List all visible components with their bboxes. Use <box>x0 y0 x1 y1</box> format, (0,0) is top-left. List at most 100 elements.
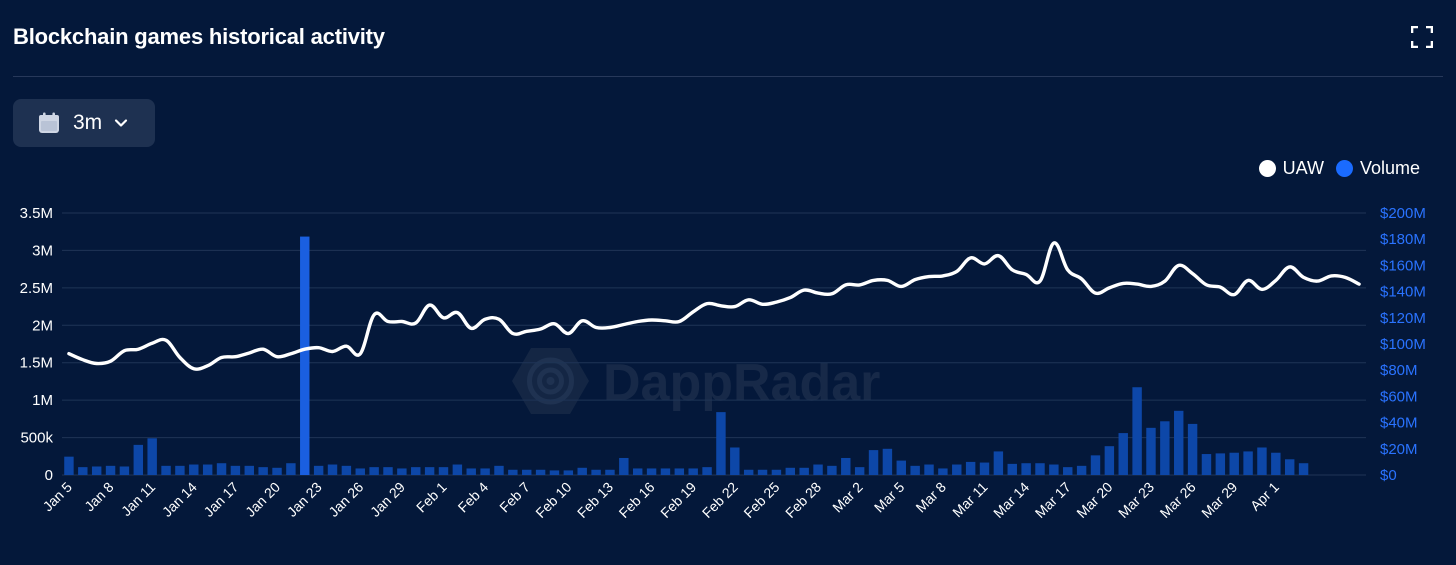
volume-bar <box>355 468 365 475</box>
y-right-tick-label: $200M <box>1380 205 1426 222</box>
legend-label-volume: Volume <box>1359 158 1420 178</box>
volume-bar <box>1174 410 1184 475</box>
x-tick-label: Jan 20 <box>242 479 283 520</box>
volume-bar <box>771 469 782 475</box>
volume-bar <box>300 236 310 475</box>
volume-bar <box>383 467 393 475</box>
x-tick-label: Apr 1 <box>1247 479 1282 514</box>
volume-bar <box>660 468 671 475</box>
volume-bar <box>202 464 213 475</box>
volume-bar <box>397 468 407 475</box>
volume-bar <box>327 464 338 475</box>
y-right-tick-label: $140M <box>1380 284 1426 301</box>
volume-bar <box>952 464 962 475</box>
volume-bar <box>230 465 241 475</box>
volume-bar <box>1187 423 1198 475</box>
x-tick-label: Mar 20 <box>1073 479 1115 521</box>
volume-bar <box>438 467 449 475</box>
volume-bar <box>688 468 698 475</box>
volume-bar <box>369 467 379 475</box>
y-left-tick-label: 0 <box>45 467 53 484</box>
y-right-tick-label: $20M <box>1380 441 1418 458</box>
volume-bar <box>1076 465 1087 475</box>
volume-bar <box>216 463 227 475</box>
x-tick-label: Mar 2 <box>829 479 866 516</box>
y-left-tick-label: 2M <box>32 317 53 334</box>
y-left-tick-label: 1M <box>32 392 53 409</box>
volume-bar <box>646 468 657 475</box>
volume-bar <box>258 467 268 475</box>
volume-bar <box>161 465 171 475</box>
expand-icon[interactable] <box>1410 25 1434 49</box>
volume-bar <box>411 467 421 475</box>
header-divider <box>13 76 1443 77</box>
y-right-tick-label: $120M <box>1380 310 1426 327</box>
legend-item-volume[interactable]: Volume <box>1335 158 1420 179</box>
volume-bar <box>882 448 893 475</box>
volume-bar <box>147 438 157 475</box>
volume-bar <box>1104 446 1115 475</box>
volume-bar <box>993 451 1004 475</box>
y-right-tick-label: $40M <box>1380 415 1418 432</box>
y-right-tick-label: $100M <box>1380 336 1426 353</box>
x-tick-label: Jan 29 <box>367 479 408 520</box>
legend-item-uaw[interactable]: UAW <box>1258 158 1324 179</box>
volume-bar <box>508 469 518 475</box>
volume-bar <box>1229 452 1239 475</box>
volume-bar <box>133 444 144 475</box>
volume-bar <box>1298 463 1309 475</box>
volume-bar <box>1021 463 1031 475</box>
volume-bar <box>854 467 865 475</box>
volume-bar <box>1035 463 1045 475</box>
volume-bar <box>1215 453 1226 475</box>
volume-bar <box>1284 459 1295 475</box>
x-tick-label: Feb 1 <box>413 479 450 516</box>
volume-bar <box>841 457 851 475</box>
volume-bar <box>979 462 990 475</box>
volume-bar <box>563 470 574 475</box>
volume-bar <box>702 467 712 475</box>
volume-legend-dot <box>1335 160 1353 177</box>
volume-bar <box>632 468 643 475</box>
volume-bar <box>813 464 823 475</box>
x-tick-label: Jan 17 <box>200 479 241 520</box>
y-right-tick-label: $160M <box>1380 257 1426 274</box>
x-tick-label: Mar 5 <box>871 479 908 516</box>
volume-bar <box>91 466 102 475</box>
volume-bar <box>577 467 587 475</box>
x-tick-label: Jan 26 <box>325 479 366 520</box>
volume-bar <box>799 467 809 475</box>
x-tick-label: Jan 8 <box>81 479 117 515</box>
calendar-icon <box>37 111 61 135</box>
volume-bar <box>341 465 352 475</box>
volume-bar <box>910 465 920 475</box>
time-range-label: 3m <box>73 111 103 134</box>
volume-bar <box>743 469 754 475</box>
volume-bar <box>466 468 476 475</box>
volume-bar <box>64 456 74 475</box>
y-left-tick-label: 500k <box>20 430 53 447</box>
x-tick-label: Feb 13 <box>574 479 616 521</box>
x-tick-label: Mar 11 <box>949 479 991 521</box>
time-range-dropdown[interactable]: 3m <box>13 99 155 147</box>
watermark-text: DappRadar <box>603 354 880 412</box>
volume-bar <box>938 468 948 475</box>
volume-bar <box>1118 433 1128 475</box>
volume-bar <box>244 465 254 475</box>
volume-bar <box>424 467 435 475</box>
x-tick-label: Jan 14 <box>159 479 200 520</box>
x-tick-label: Jan 5 <box>40 479 76 515</box>
volume-bar <box>522 469 532 475</box>
chevron-down-icon <box>114 116 128 130</box>
dappradar-watermark: DappRadar <box>512 348 880 414</box>
x-tick-label: Feb 25 <box>740 479 782 521</box>
uaw-line <box>67 241 1361 371</box>
volume-bar <box>175 465 185 475</box>
volume-bar <box>119 466 130 475</box>
volume-bar <box>480 468 490 475</box>
volume-bar <box>1007 463 1017 475</box>
volume-bar <box>757 469 768 475</box>
volume-bar <box>1243 451 1253 475</box>
volume-bar <box>1146 427 1156 475</box>
volume-bar <box>535 469 546 475</box>
